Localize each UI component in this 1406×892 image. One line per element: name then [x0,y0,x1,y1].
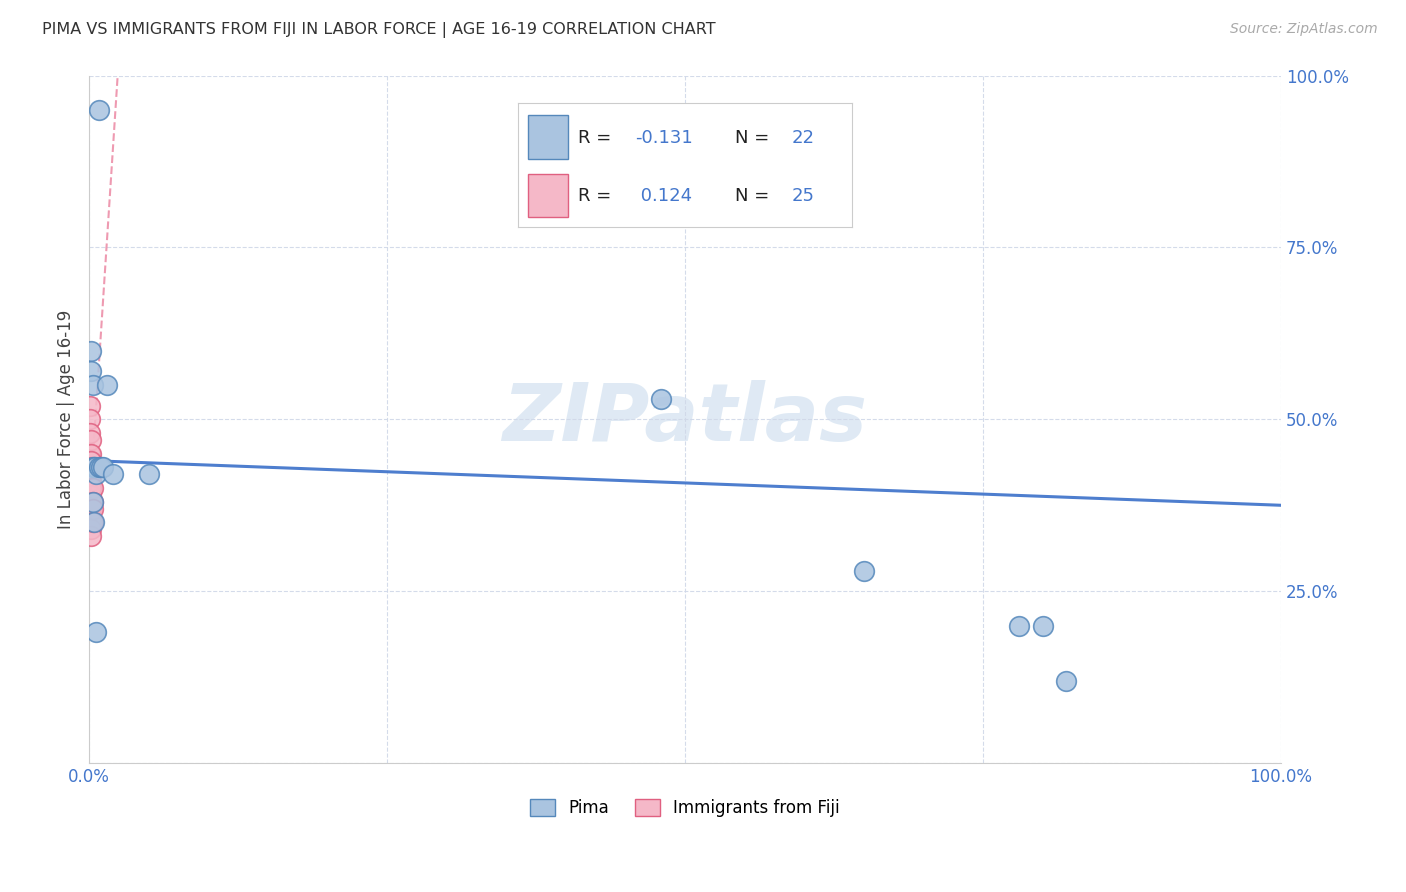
Point [84,460,107,475]
Point [80,474,103,488]
Point [79,426,101,441]
Point [80,343,103,358]
Point [80,495,103,509]
Point [138,467,160,482]
Point [1054,673,1077,688]
Point [82,460,104,475]
Point [1008,618,1031,632]
Point [87,460,110,475]
Point [80,433,103,447]
Point [82,495,104,509]
Point [80,447,103,461]
Point [82,501,104,516]
Point [84,625,107,640]
Point [82,495,104,509]
Point [80,453,103,467]
Text: ZIPatlas: ZIPatlas [502,380,868,458]
Point [79,447,101,461]
Point [80,508,103,523]
Point [1032,618,1054,632]
Point [80,495,103,509]
Point [83,460,105,475]
Point [90,460,112,475]
Point [80,516,103,530]
Legend: Pima, Immigrants from Fiji: Pima, Immigrants from Fiji [524,792,846,823]
Point [852,564,875,578]
Point [82,481,104,495]
Point [82,516,104,530]
Point [80,529,103,543]
Y-axis label: In Labor Force | Age 16-19: In Labor Force | Age 16-19 [58,310,75,529]
Point [80,501,103,516]
Point [82,378,104,392]
Text: PIMA VS IMMIGRANTS FROM FIJI IN LABOR FORCE | AGE 16-19 CORRELATION CHART: PIMA VS IMMIGRANTS FROM FIJI IN LABOR FO… [42,22,716,38]
Point [83,516,105,530]
Point [93,460,115,475]
Point [80,460,103,475]
Point [79,412,101,426]
Point [79,399,101,413]
Point [650,392,672,406]
Point [87,103,110,117]
Point [80,481,103,495]
Text: Source: ZipAtlas.com: Source: ZipAtlas.com [1230,22,1378,37]
Point [79,453,101,467]
Point [80,488,103,502]
Point [101,467,124,482]
Point [96,378,118,392]
Point [84,467,107,482]
Point [80,481,103,495]
Point [80,522,103,536]
Point [80,364,103,378]
Point [80,467,103,482]
